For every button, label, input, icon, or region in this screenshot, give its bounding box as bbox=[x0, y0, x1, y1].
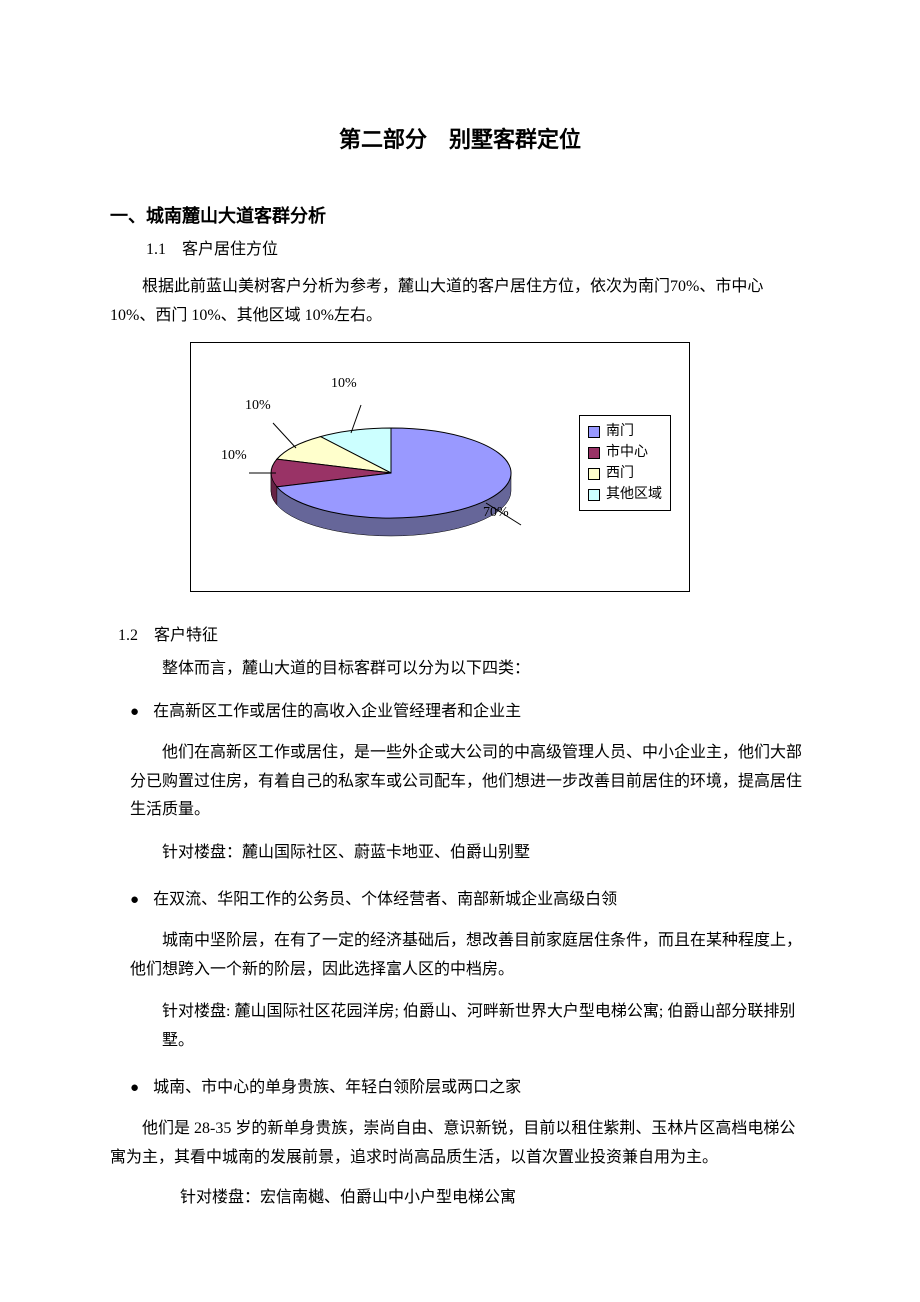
bullet-2-title-text: 在双流、华阳工作的公务员、个体经营者、南部新城企业高级白领 bbox=[153, 891, 617, 908]
bullet-1-title-text: 在高新区工作或居住的高收入企业管经理者和企业主 bbox=[153, 703, 521, 720]
label-other: 10% bbox=[331, 371, 357, 396]
leader-other bbox=[351, 405, 361, 433]
bullet-2-desc: 城南中坚阶层，在有了一定的经济基础后，想改善目前家庭居住条件，而且在某种程度上，… bbox=[130, 927, 810, 985]
bullet-2-title: 在双流、华阳工作的公务员、个体经营者、南部新城企业高级白领 bbox=[130, 886, 810, 915]
section-heading-1: 一、城南麓山大道客群分析 bbox=[110, 200, 810, 232]
para-customer-types-intro: 整体而言，麓山大道的目标客群可以分为以下四类： bbox=[130, 655, 810, 684]
customer-location-pie-chart: 10% 10% 10% 70% 南门 市中心 西门 其他区域 bbox=[190, 342, 690, 592]
label-center: 10% bbox=[221, 443, 247, 468]
legend-item-west: 西门 bbox=[588, 463, 662, 484]
legend-label-west: 西门 bbox=[606, 463, 634, 484]
bullet-3-title: 城南、市中心的单身贵族、年轻白领阶层或两口之家 bbox=[130, 1074, 810, 1103]
legend-swatch-center bbox=[588, 447, 600, 459]
legend-label-center: 市中心 bbox=[606, 442, 648, 463]
chart-legend: 南门 市中心 西门 其他区域 bbox=[579, 415, 671, 511]
legend-label-other: 其他区域 bbox=[606, 484, 662, 505]
bullet-1-title: 在高新区工作或居住的高收入企业管经理者和企业主 bbox=[130, 698, 810, 727]
bullet-3-title-text: 城南、市中心的单身贵族、年轻白领阶层或两口之家 bbox=[153, 1079, 521, 1096]
document-title: 第二部分 别墅客群定位 bbox=[110, 120, 810, 160]
leader-west bbox=[273, 423, 296, 448]
legend-label-south: 南门 bbox=[606, 421, 634, 442]
label-west: 10% bbox=[245, 393, 271, 418]
bullet-3-desc: 他们是 28-35 岁的新单身贵族，崇尚自由、意识新锐，目前以租住紫荆、玉林片区… bbox=[110, 1115, 810, 1173]
pie-chart-svg bbox=[231, 363, 551, 563]
legend-item-south: 南门 bbox=[588, 421, 662, 442]
bullet-3-target: 针对楼盘：宏信南樾、伯爵山中小户型电梯公寓 bbox=[180, 1184, 810, 1213]
legend-item-other: 其他区域 bbox=[588, 484, 662, 505]
legend-swatch-other bbox=[588, 489, 600, 501]
subsection-1-2: 1.2 客户特征 bbox=[118, 622, 810, 651]
subsection-1-1: 1.1 客户居住方位 bbox=[146, 236, 810, 265]
bullet-2-target: 针对楼盘: 麓山国际社区花园洋房; 伯爵山、河畔新世界大户型电梯公寓; 伯爵山部… bbox=[162, 998, 810, 1056]
bullet-1-desc: 他们在高新区工作或居住，是一些外企或大公司的中高级管理人员、中小企业主，他们大部… bbox=[130, 739, 810, 825]
legend-swatch-west bbox=[588, 468, 600, 480]
intro-paragraph: 根据此前蓝山美树客户分析为参考，麓山大道的客户居住方位，依次为南门70%、市中心… bbox=[110, 273, 810, 331]
label-south: 70% bbox=[483, 500, 509, 525]
bullet-1-target: 针对楼盘：麓山国际社区、蔚蓝卡地亚、伯爵山别墅 bbox=[162, 839, 810, 868]
legend-swatch-south bbox=[588, 426, 600, 438]
legend-item-center: 市中心 bbox=[588, 442, 662, 463]
